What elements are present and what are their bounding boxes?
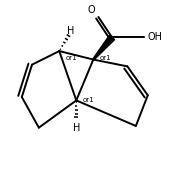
Text: or1: or1 bbox=[83, 97, 95, 103]
Text: O: O bbox=[88, 5, 95, 15]
Text: or1: or1 bbox=[100, 55, 112, 61]
Text: or1: or1 bbox=[66, 55, 78, 61]
Polygon shape bbox=[93, 35, 115, 60]
Text: H: H bbox=[73, 123, 80, 133]
Text: H: H bbox=[67, 26, 75, 36]
Text: OH: OH bbox=[148, 32, 163, 42]
